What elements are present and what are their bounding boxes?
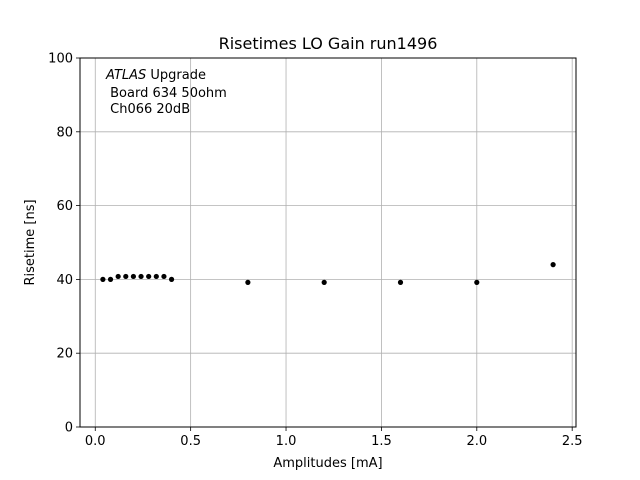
data-point: [107, 276, 114, 282]
annotation-line-1: ATLAS Upgrade: [105, 68, 206, 83]
y-tick-label: 60: [56, 199, 73, 214]
y-tick-label: 0: [65, 421, 73, 436]
grid: [80, 57, 576, 428]
annotation-line-2: Board 634 50ohm: [106, 86, 227, 101]
data-point: [130, 273, 137, 280]
x-tick-label: 2.0: [466, 434, 487, 449]
data-point: [100, 276, 106, 282]
data-point: [397, 279, 404, 285]
y-axis-ticks: 0 20 40 60 80 100: [48, 52, 80, 436]
y-tick-label: 100: [48, 52, 73, 67]
data-point: [146, 273, 152, 280]
plot-background: [80, 58, 576, 427]
y-tick-label: 20: [56, 347, 73, 362]
y-axis-label: Risetime [ns]: [23, 199, 38, 285]
data-point: [321, 279, 327, 285]
chart-title: Risetimes LO Gain run1496: [219, 34, 438, 53]
data-point: [153, 273, 159, 280]
x-axis-label: Amplitudes [mA]: [273, 456, 382, 471]
data-points: [100, 262, 556, 285]
data-point: [138, 273, 144, 280]
x-tick-label: 0.0: [85, 434, 106, 449]
annotation-line-3: Ch066 20dB: [106, 102, 190, 117]
data-point: [474, 279, 480, 285]
data-point: [115, 273, 121, 280]
y-tick-label: 40: [56, 273, 73, 288]
x-tick-label: 1.5: [371, 434, 392, 449]
data-point: [550, 262, 556, 268]
plot-frame: [79, 57, 577, 428]
x-tick-label: 1.0: [276, 434, 297, 449]
data-point: [168, 276, 175, 282]
data-point: [161, 273, 167, 280]
y-tick-label: 80: [56, 125, 73, 140]
annotation-upgrade: Upgrade: [146, 68, 206, 83]
x-tick-label: 2.5: [562, 434, 583, 449]
annotation-atlas: ATLAS: [105, 68, 146, 83]
data-point: [245, 279, 251, 285]
x-axis-ticks: 0.0 0.5 1.0 1.5 2.0 2.5: [85, 427, 583, 449]
data-point: [123, 273, 129, 280]
x-tick-label: 0.5: [180, 434, 201, 449]
